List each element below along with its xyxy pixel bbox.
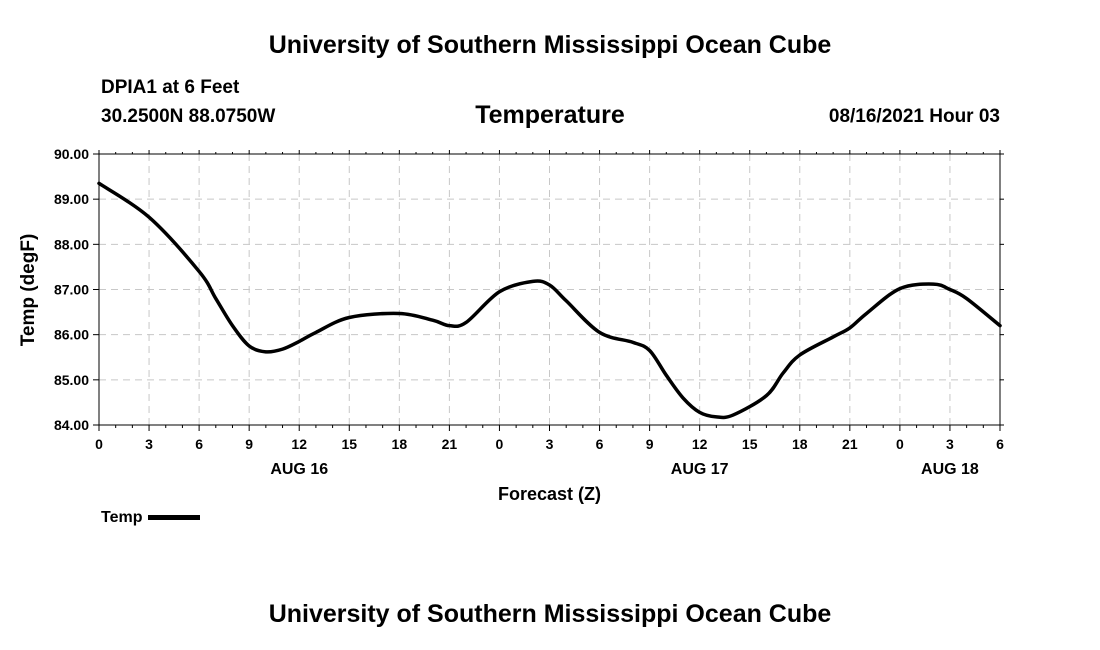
grid-lines <box>99 154 1000 425</box>
y-tick-label: 86.00 <box>54 327 89 343</box>
x-tick-label: 3 <box>546 436 554 452</box>
x-tick-label: 6 <box>195 436 203 452</box>
x-tick-label: 6 <box>996 436 1004 452</box>
y-tick-label: 84.00 <box>54 417 89 433</box>
date-label: AUG 16 <box>270 461 328 478</box>
y-tick-label: 87.00 <box>54 282 89 298</box>
x-tick-label: 9 <box>646 436 654 452</box>
forecast-datetime: 08/16/2021 Hour 03 <box>828 106 1000 127</box>
page-title: University of Southern Mississippi Ocean… <box>268 31 832 59</box>
y-tick-label: 85.00 <box>54 372 89 388</box>
legend: Temp <box>101 509 201 527</box>
y-tick-label: 90.00 <box>54 146 89 162</box>
station-label: DPIA1 at 6 Feet <box>101 77 240 98</box>
legend-label: Temp <box>101 509 143 526</box>
series-line-temp <box>97 181 1002 420</box>
x-tick-label: 6 <box>596 436 604 452</box>
y-tick-label: 88.00 <box>54 236 89 252</box>
x-tick-label: 15 <box>742 436 758 452</box>
date-label: AUG 17 <box>671 461 729 478</box>
x-tick-label: 3 <box>946 436 954 452</box>
y-axis-label: Temp (degF) <box>18 234 39 347</box>
x-tick-label: 3 <box>145 436 153 452</box>
legend-line-swatch <box>148 515 201 521</box>
station-coordinates: 30.2500N 88.0750W <box>101 106 276 127</box>
footer-title: University of Southern Mississippi Ocean… <box>268 600 832 628</box>
date-label: AUG 18 <box>921 461 979 478</box>
x-tick-label: 9 <box>245 436 253 452</box>
x-tick-label: 18 <box>392 436 408 452</box>
x-tick-label: 0 <box>496 436 504 452</box>
x-tick-label: 15 <box>341 436 357 452</box>
chart-title: Temperature <box>475 101 625 129</box>
x-tick-label: 0 <box>896 436 904 452</box>
x-tick-label: 21 <box>442 436 458 452</box>
x-tick-label: 12 <box>291 436 307 452</box>
series-layer <box>97 181 1002 420</box>
x-tick-label: 21 <box>842 436 858 452</box>
x-tick-label: 12 <box>692 436 708 452</box>
y-tick-label: 89.00 <box>54 191 89 207</box>
x-tick-label: 0 <box>95 436 103 452</box>
axis-ticks: 84.00 85.00 86.00 87.00 88.00 89.00 90.00 0 3 6 9 1… <box>54 146 1004 478</box>
x-axis-label: Forecast (Z) <box>498 484 601 504</box>
x-tick-label: 18 <box>792 436 808 452</box>
